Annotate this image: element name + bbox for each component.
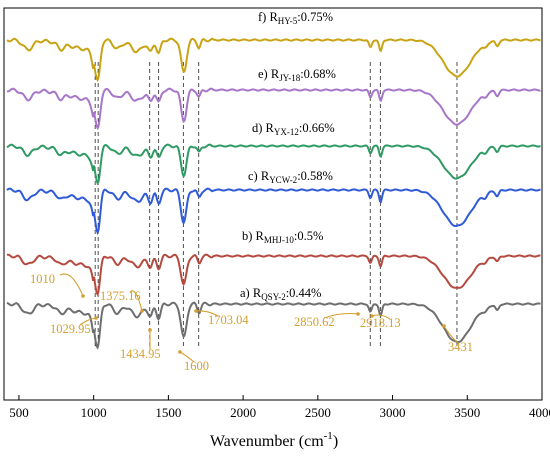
series-line	[6, 87, 541, 131]
spectra-series	[6, 37, 541, 350]
peak-label: 1703.04	[208, 313, 249, 327]
peak-arrow-head	[194, 309, 198, 313]
peak-arrow	[129, 290, 143, 312]
series-line	[6, 301, 541, 350]
peak-arrow	[195, 310, 219, 317]
x-tick-label: 1000	[81, 405, 107, 420]
series-label: a) RQSY-2:0.44%	[240, 286, 321, 302]
series-line	[6, 187, 541, 236]
x-tick-label: 1500	[155, 405, 181, 420]
peak-arrow	[443, 325, 459, 344]
peak-label: 3431	[448, 340, 473, 354]
peak-label: 1434.95	[120, 347, 161, 361]
x-tick-label: 500	[9, 405, 29, 420]
series-label: d) RYX-12:0.66%	[252, 121, 335, 137]
x-tick-label: 3500	[454, 405, 480, 420]
series-labels: f) RHY-5:0.75% e) RJY-18:0.68% d) RYX-12:0…	[240, 10, 336, 302]
series-label: b) RMHJ-10:0.5%	[242, 229, 323, 245]
peak-label: 1029.95	[50, 322, 91, 336]
peak-arrow-head	[148, 328, 152, 332]
series-line	[6, 253, 541, 297]
peak-arrow-head	[178, 350, 182, 354]
x-axis-label: Wavenumber (cm-1)	[210, 430, 338, 450]
series-line	[6, 37, 541, 83]
peak-label: 1010	[30, 272, 55, 286]
x-tick-label: 2000	[230, 405, 256, 420]
plot-frame	[3, 7, 543, 401]
peak-arrow-head	[442, 324, 446, 328]
peak-arrow-head	[81, 294, 85, 298]
peak-label: 1375.16	[100, 289, 141, 303]
peak-label: 2918.13	[360, 316, 401, 330]
x-tick-label: 3000	[380, 405, 406, 420]
peak-arrow	[323, 312, 359, 319]
peak-arrow-head	[94, 316, 98, 320]
peak-arrow-head	[356, 312, 360, 316]
series-line	[6, 143, 541, 186]
reference-lines	[94, 62, 458, 348]
x-axis-ticks: 500 1000 1500 2000 2500 3000 3500 4000	[9, 395, 550, 420]
series-label: e) RJY-18:0.68%	[258, 67, 336, 83]
x-tick-label: 4000	[529, 405, 550, 420]
series-label: c) RYCW-2:0.58%	[248, 169, 333, 185]
x-tick-label: 2500	[305, 405, 331, 420]
peak-label: 2850.62	[294, 315, 335, 329]
peak-arrow-head	[370, 314, 374, 318]
peak-label: 1600	[184, 359, 209, 373]
series-label: f) RHY-5:0.75%	[258, 10, 333, 26]
peak-arrow-head	[140, 309, 144, 313]
peak-arrow	[59, 273, 84, 297]
peak-annotations: 1010 1029.95 1375.16 1434.95 1600 1703.04 2850…	[30, 272, 473, 373]
